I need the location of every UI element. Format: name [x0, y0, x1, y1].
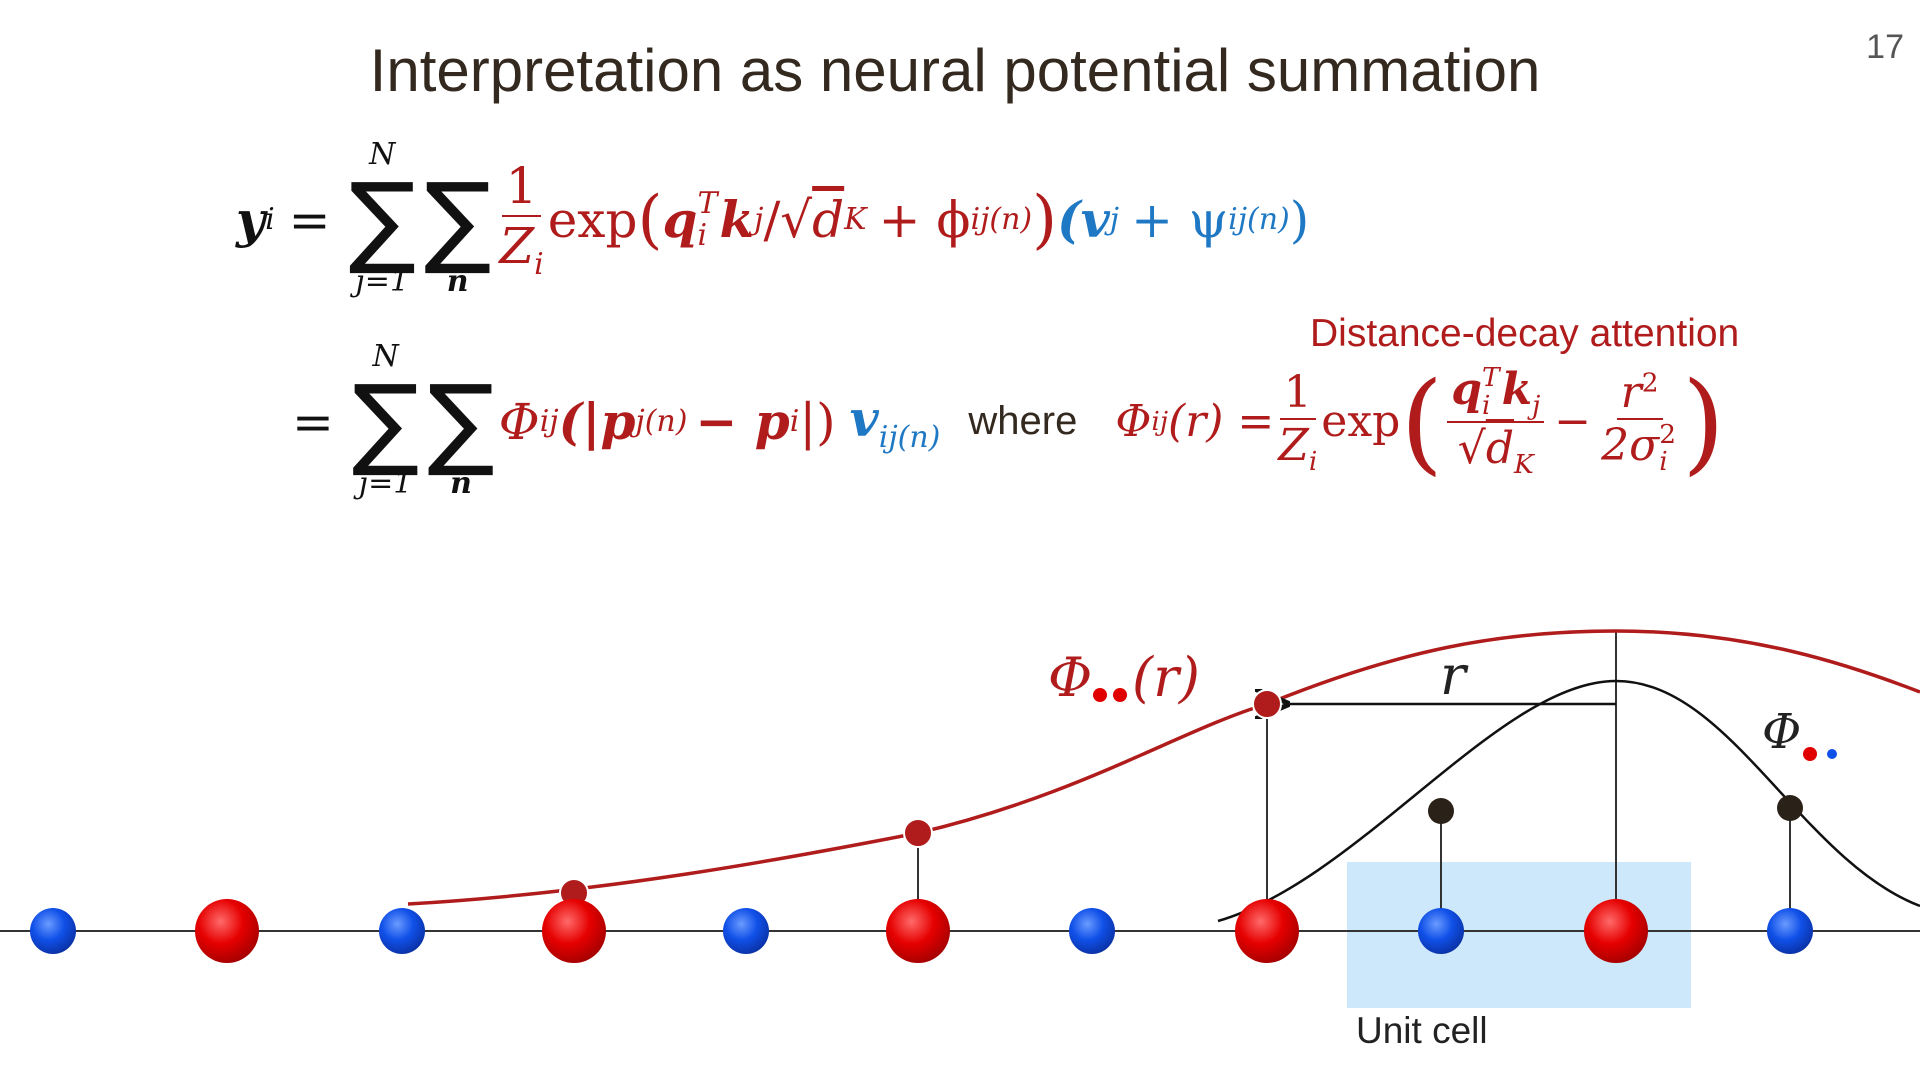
math-text: 1 [501, 157, 542, 217]
math-text: d [812, 190, 845, 249]
math-text: N [372, 339, 399, 374]
math-text: q [1451, 363, 1482, 415]
math-text: 2 [1641, 367, 1659, 399]
math-text: |) [799, 392, 836, 451]
kernel-label: Φ [1762, 704, 1801, 760]
math-text: i [1482, 390, 1491, 422]
dot-icon [1113, 688, 1127, 702]
math-text: + ψ [1131, 190, 1229, 249]
math-text: d [1485, 422, 1515, 474]
math-text: T [1482, 362, 1500, 394]
math-text: ( [1400, 357, 1444, 486]
math-text: k [719, 190, 755, 249]
math-text: i [534, 247, 544, 282]
math-text: i [265, 202, 275, 237]
math-text: ij(n) [1228, 202, 1290, 237]
dot-icon [1803, 747, 1817, 761]
math-text: i [1308, 445, 1318, 477]
math-text: j [1109, 202, 1120, 237]
annotation: Distance-decay attention [1310, 312, 1740, 355]
math-text: y [236, 190, 266, 249]
math-text: − p [695, 392, 790, 451]
math-text: exp [547, 190, 638, 249]
math-text: where [968, 399, 1078, 443]
unit-cell-label: Unit cell [1356, 1010, 1488, 1051]
curve-label: Φ [1048, 646, 1092, 709]
math-text: ( [637, 182, 663, 257]
math-text: r [1620, 366, 1642, 418]
math-text: n [446, 264, 469, 299]
math-text: Φ [1115, 396, 1152, 447]
potential-points [559, 689, 1282, 908]
math-text: √ [1457, 422, 1486, 474]
distance-label: r [1440, 644, 1469, 707]
math-text: j=1 [358, 466, 413, 501]
math-text: ∑ [351, 363, 420, 480]
math-text: N [369, 137, 396, 172]
math-text: j [754, 202, 764, 237]
math-text: 1 [1279, 367, 1316, 420]
math-text: ) [1289, 190, 1310, 249]
math-text: ij(n) [878, 419, 941, 455]
math-text: 2 [1659, 418, 1676, 450]
math-text: j=1 [355, 264, 410, 299]
kernel-points [1428, 795, 1803, 824]
math-text: Z [499, 217, 535, 275]
math-text: Φ [498, 392, 540, 451]
red-atoms [195, 899, 1648, 963]
math-text: = [292, 392, 334, 451]
math-text: K [844, 202, 867, 237]
math-text: i [697, 217, 708, 253]
dot-icon [1827, 749, 1837, 759]
math-text: ∑ [427, 363, 495, 480]
math-text: v [849, 388, 879, 448]
math-text: k [1501, 363, 1533, 415]
math-text: i [789, 404, 800, 439]
math-text: (|p [558, 392, 636, 451]
dot-icon [1093, 688, 1107, 702]
math-text: i [1659, 446, 1668, 478]
math-text: exp [1321, 396, 1401, 447]
math-text: j [1532, 389, 1541, 421]
math-text: + ϕ [878, 190, 971, 249]
math-text: − [1554, 396, 1592, 447]
math-text: Z [1278, 419, 1309, 471]
math-text: = [288, 190, 331, 249]
blue-atoms [30, 908, 1813, 954]
math-text: ∑ [348, 161, 416, 278]
math-text: ) [1032, 182, 1058, 257]
math-text: K [1514, 448, 1534, 480]
curve-label-arg: (r) [1132, 646, 1200, 709]
math-text: 2σ [1601, 419, 1660, 471]
math-text: ij(n) [970, 202, 1033, 237]
math-text: ij [1151, 406, 1169, 437]
page-number: 17 [1866, 28, 1904, 66]
math-text: ij [539, 404, 559, 439]
slide-title: Interpretation as neural potential summa… [369, 37, 1541, 104]
potential-curve [407, 629, 1920, 906]
math-text: /√ [763, 190, 813, 249]
math-text: ) [1682, 357, 1725, 486]
math-text: (v [1057, 190, 1110, 249]
kernel-curve [1217, 679, 1920, 923]
math-text: T [697, 186, 718, 221]
math-text: (r) = [1168, 396, 1275, 447]
math-text: n [450, 466, 472, 501]
math-text: ∑ [423, 161, 492, 278]
math-text: q [662, 190, 698, 249]
math-text: j(n) [635, 404, 688, 439]
